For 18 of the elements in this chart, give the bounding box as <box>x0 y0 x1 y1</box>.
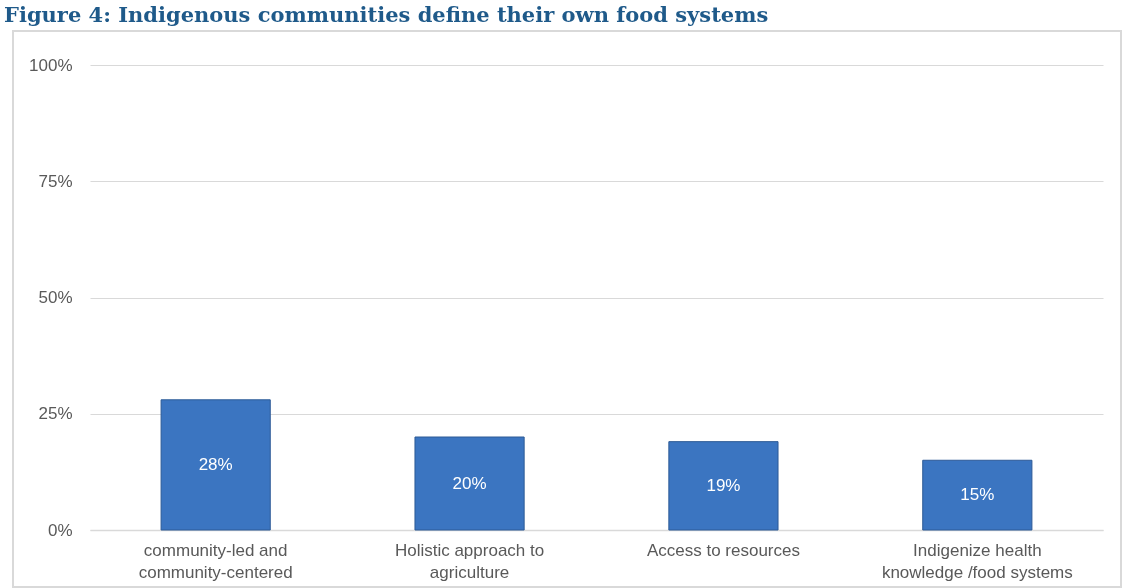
y-tick-label: 75% <box>38 171 73 191</box>
x-tick-label: community-led and community-centered <box>138 540 293 582</box>
y-tick-label: 100% <box>29 55 73 75</box>
chart-title: Figure 4: Indigenous communities define their own food systems <box>3 1 770 29</box>
y-tick-label: 25% <box>38 404 73 424</box>
data-label: 15% <box>960 485 995 505</box>
data-label: 19% <box>706 475 741 495</box>
data-label: 28% <box>198 454 233 474</box>
bar <box>668 441 779 531</box>
bar <box>922 459 1033 531</box>
y-tick-label: 0% <box>47 520 73 540</box>
x-tick-label: Indigenize health knowledge /food systems <box>881 540 1073 582</box>
y-tick-label: 50% <box>38 288 73 307</box>
x-tick-label: Access to resources <box>646 540 800 560</box>
x-tick-label: Holistic approach to agriculture <box>394 540 545 582</box>
data-label: 20% <box>452 473 487 493</box>
bar <box>160 399 271 531</box>
bar <box>414 436 525 531</box>
